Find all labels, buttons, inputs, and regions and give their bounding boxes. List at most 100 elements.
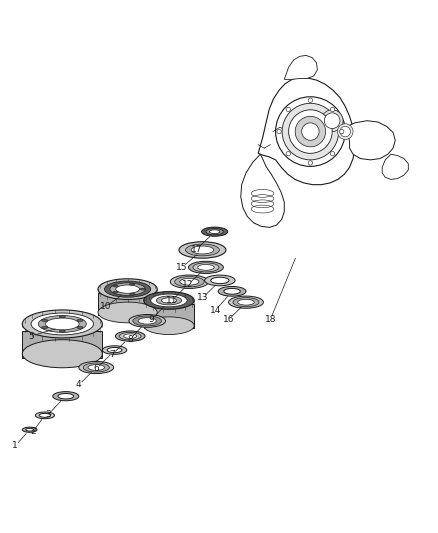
Circle shape — [339, 130, 344, 134]
Ellipse shape — [22, 310, 102, 338]
Text: 7: 7 — [110, 350, 115, 359]
Circle shape — [277, 130, 281, 134]
Ellipse shape — [236, 298, 256, 306]
Ellipse shape — [77, 319, 83, 321]
Ellipse shape — [211, 277, 229, 284]
Ellipse shape — [238, 300, 254, 305]
Ellipse shape — [31, 313, 94, 335]
Ellipse shape — [98, 302, 157, 323]
Ellipse shape — [119, 333, 141, 340]
Ellipse shape — [121, 333, 139, 339]
Ellipse shape — [207, 229, 223, 235]
Text: 11: 11 — [166, 296, 178, 305]
Text: 5: 5 — [28, 332, 34, 341]
Ellipse shape — [113, 285, 118, 287]
Ellipse shape — [224, 288, 240, 294]
Text: 10: 10 — [100, 302, 112, 311]
Text: 1: 1 — [12, 441, 18, 450]
Circle shape — [330, 151, 335, 156]
Ellipse shape — [170, 275, 208, 288]
Ellipse shape — [138, 318, 156, 324]
Ellipse shape — [156, 296, 182, 305]
Ellipse shape — [46, 318, 79, 330]
Ellipse shape — [130, 284, 135, 285]
Ellipse shape — [191, 246, 214, 254]
Ellipse shape — [124, 334, 137, 338]
Polygon shape — [241, 154, 284, 228]
Ellipse shape — [205, 275, 235, 286]
Text: 13: 13 — [197, 293, 208, 302]
Ellipse shape — [178, 278, 201, 286]
Text: 6: 6 — [93, 364, 99, 373]
Ellipse shape — [276, 97, 345, 166]
Ellipse shape — [151, 294, 187, 307]
Ellipse shape — [289, 110, 332, 154]
Ellipse shape — [201, 227, 228, 236]
Ellipse shape — [295, 116, 325, 147]
Ellipse shape — [321, 110, 343, 132]
Ellipse shape — [186, 244, 219, 256]
Ellipse shape — [86, 364, 107, 371]
Ellipse shape — [110, 283, 145, 295]
Ellipse shape — [282, 103, 339, 160]
Ellipse shape — [39, 414, 50, 417]
Ellipse shape — [188, 245, 217, 255]
Polygon shape — [144, 304, 194, 328]
Ellipse shape — [83, 363, 110, 372]
Ellipse shape — [302, 123, 319, 140]
Ellipse shape — [129, 314, 166, 327]
Text: 12: 12 — [182, 280, 193, 289]
Ellipse shape — [77, 326, 83, 328]
Circle shape — [330, 107, 335, 111]
Ellipse shape — [324, 113, 340, 128]
Text: 18: 18 — [265, 315, 276, 324]
Text: 17: 17 — [191, 245, 202, 254]
Ellipse shape — [22, 427, 37, 432]
Ellipse shape — [58, 393, 74, 399]
Ellipse shape — [218, 286, 246, 296]
Ellipse shape — [175, 277, 204, 287]
Text: 3: 3 — [46, 410, 51, 419]
Text: 14: 14 — [210, 305, 221, 314]
Text: 9: 9 — [148, 315, 155, 324]
Ellipse shape — [59, 330, 65, 332]
Ellipse shape — [133, 316, 162, 326]
Ellipse shape — [136, 317, 159, 325]
Ellipse shape — [102, 346, 127, 354]
Ellipse shape — [209, 230, 220, 233]
Ellipse shape — [206, 229, 223, 235]
Ellipse shape — [98, 279, 157, 300]
Ellipse shape — [195, 264, 216, 271]
Ellipse shape — [229, 296, 263, 308]
Text: 15: 15 — [176, 263, 188, 272]
Ellipse shape — [79, 361, 114, 374]
Ellipse shape — [88, 365, 105, 370]
Polygon shape — [258, 77, 355, 184]
Circle shape — [308, 98, 313, 102]
Ellipse shape — [105, 281, 151, 297]
Ellipse shape — [116, 285, 139, 293]
Text: 2: 2 — [30, 427, 35, 437]
Ellipse shape — [116, 331, 145, 341]
Ellipse shape — [42, 319, 48, 321]
Circle shape — [308, 161, 313, 165]
Text: 16: 16 — [223, 315, 234, 324]
Ellipse shape — [198, 264, 214, 270]
Ellipse shape — [144, 317, 194, 335]
Ellipse shape — [337, 124, 353, 140]
Ellipse shape — [144, 292, 194, 309]
Ellipse shape — [188, 261, 223, 273]
Ellipse shape — [113, 291, 118, 293]
Ellipse shape — [130, 293, 135, 295]
Ellipse shape — [35, 412, 54, 419]
Polygon shape — [345, 120, 395, 160]
Ellipse shape — [233, 297, 259, 307]
Ellipse shape — [140, 288, 145, 290]
Text: 8: 8 — [127, 335, 133, 344]
Ellipse shape — [180, 278, 199, 285]
Polygon shape — [98, 293, 157, 315]
Ellipse shape — [161, 298, 177, 303]
Text: 4: 4 — [76, 381, 81, 390]
Ellipse shape — [26, 429, 34, 431]
Ellipse shape — [53, 392, 79, 401]
